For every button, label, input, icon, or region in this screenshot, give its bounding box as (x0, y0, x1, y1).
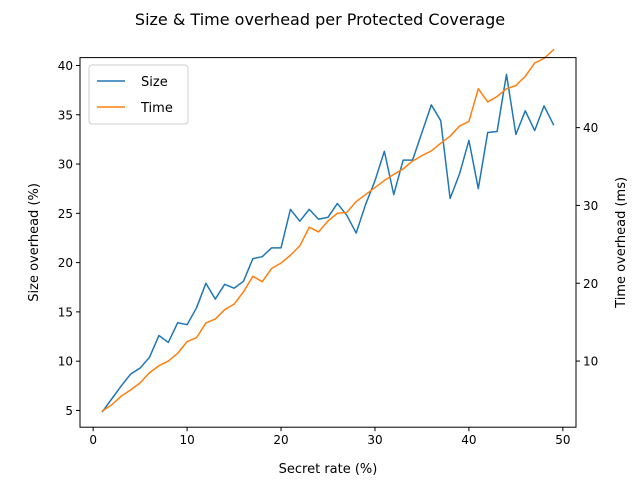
y-tick-label: 15 (58, 305, 73, 319)
y-axis-left: 5 10 15 20 25 30 35 40 (58, 59, 80, 418)
x-tick-label: 40 (461, 433, 476, 447)
x-tick-label: 30 (367, 433, 382, 447)
legend-label-size: Size (141, 75, 168, 90)
legend-label-time: Time (140, 101, 173, 116)
y2-tick-label: 30 (583, 199, 598, 213)
y2-tick-label: 20 (583, 277, 598, 291)
y-tick-label: 10 (58, 355, 73, 369)
y2-axis-label: Time overhead (ms) (614, 177, 629, 309)
x-tick-label: 0 (89, 433, 97, 447)
x-tick-label: 10 (179, 433, 194, 447)
x-tick-label: 20 (273, 433, 288, 447)
y-tick-label: 20 (58, 256, 73, 270)
y-tick-label: 25 (58, 207, 73, 221)
plot-frame (79, 57, 577, 428)
x-tick-label: 50 (555, 433, 570, 447)
x-axis: 0 10 20 30 40 50 (89, 427, 570, 447)
y-tick-label: 40 (58, 59, 73, 73)
y-axis-label: Size overhead (%) (27, 183, 42, 302)
y-axis-right: 10 20 30 40 (576, 121, 598, 369)
legend-box (88, 64, 189, 125)
y-tick-label: 35 (58, 108, 73, 122)
plot-area (101, 48, 555, 413)
series-line-size (101, 73, 555, 413)
y2-tick-label: 10 (583, 355, 598, 369)
legend: Size Time (88, 64, 189, 125)
y-tick-label: 30 (58, 158, 73, 172)
y2-tick-label: 40 (583, 121, 598, 135)
x-axis-label: Secret rate (%) (279, 462, 378, 477)
y-tick-label: 5 (65, 404, 73, 418)
chart-title: Size & Time overhead per Protected Cover… (135, 10, 505, 29)
series-line-time (101, 48, 555, 412)
